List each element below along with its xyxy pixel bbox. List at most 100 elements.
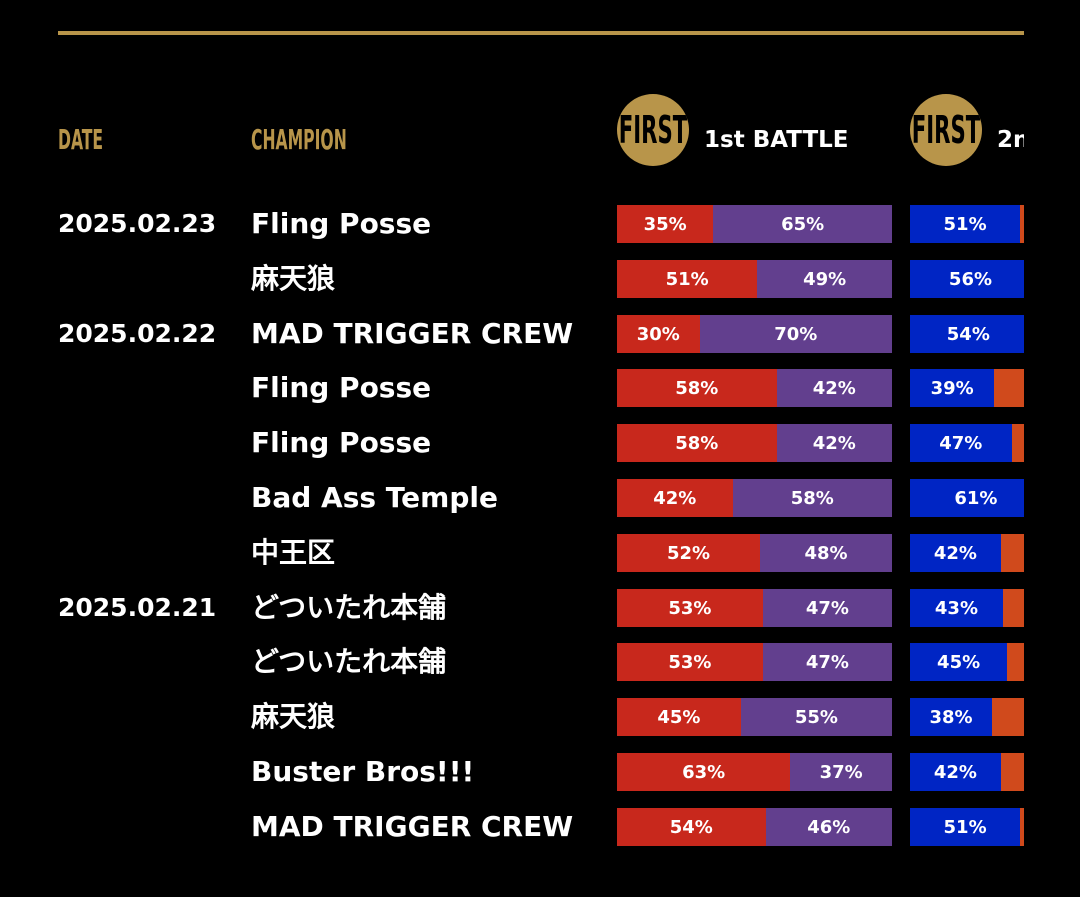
battle2-right-share [1000,753,1024,791]
table-row: 麻天狼 45% 55% 38% [0,698,1024,736]
battle1-vote-bar: 53% 47% [617,589,892,627]
battle1-left-share: 30% [617,315,700,353]
row-champion: Buster Bros!!! [251,755,475,788]
battle1-vote-bar: 58% 42% [617,424,892,462]
row-champion: MAD TRIGGER CREW [251,317,574,350]
battle1-right-share: 58% [732,479,892,517]
battle2-vote-bar: 51% [910,808,1024,846]
battle2-column-header: 2nd BATTLE [997,127,1024,153]
battle1-vote-bar: 30% 70% [617,315,892,353]
battle2-right-share [1020,808,1024,846]
battle1-left-share: 58% [617,424,777,462]
battle1-vote-bar: 54% 46% [617,808,892,846]
battle2-left-share: 54% [910,315,1024,353]
battle1-right-share: 37% [790,753,892,791]
battle1-left-share: 42% [617,479,733,517]
battle1-vote-bar: 51% 49% [617,260,892,298]
row-date: 2025.02.22 [58,319,217,348]
battle2-right-share [994,369,1024,407]
battle1-right-share: 55% [740,698,892,736]
table-row: 2025.02.22 MAD TRIGGER CREW 30% 70% 54% [0,315,1024,353]
battle2-vote-bar: 42% [910,534,1024,572]
table-row: Fling Posse 58% 42% 39% [0,369,1024,407]
table-row: Bad Ass Temple 42% 58% 61% [0,479,1024,517]
battle2-left-share: 61% [910,479,1024,517]
battle1-left-share: 35% [617,205,714,243]
battle1-left-share: 58% [617,369,777,407]
row-champion: 麻天狼 [251,700,336,733]
battle2-vote-bar: 45% [910,643,1024,681]
row-champion: Fling Posse [251,371,432,404]
battle1-right-share: 70% [699,315,892,353]
battle1-badge-text: FIRST [618,108,688,152]
battle1-vote-bar: 52% 48% [617,534,892,572]
battle2-left-share: 56% [910,260,1024,298]
date-column-header: DATE [58,123,104,156]
battle1-left-share: 51% [617,260,758,298]
battle2-left-share: 47% [910,424,1012,462]
battle1-right-share: 49% [757,260,892,298]
battle1-left-share: 54% [617,808,766,846]
battle2-badge-text: FIRST [911,108,981,152]
battle2-vote-bar: 61% [910,479,1024,517]
table-row: 麻天狼 51% 49% 56% [0,260,1024,298]
battle2-vote-bar: 51% [910,205,1024,243]
battle2-badge-icon: FIRST [910,94,982,166]
battle1-right-share: 48% [760,534,892,572]
row-champion: どついたれ本舗 [251,591,447,624]
battle1-vote-bar: 35% 65% [617,205,892,243]
battle2-right-share [1011,424,1024,462]
row-champion: Fling Posse [251,207,432,240]
table-row: Fling Posse 58% 42% 47% [0,424,1024,462]
battle2-right-share [1007,643,1024,681]
battle2-vote-bar: 38% [910,698,1024,736]
battle1-right-share: 42% [776,369,892,407]
table-row: 2025.02.21 どついたれ本舗 53% 47% 43% [0,589,1024,627]
battle2-left-share: 39% [910,369,995,407]
table-row: Buster Bros!!! 63% 37% 42% [0,753,1024,791]
battle1-right-share: 46% [765,808,892,846]
battle1-column-header: 1st BATTLE [704,127,849,153]
row-champion: どついたれ本舗 [251,645,447,678]
battle2-vote-bar: 42% [910,753,1024,791]
battle2-left-share: 42% [910,753,1001,791]
battle1-badge-icon: FIRST [617,94,689,166]
battle2-left-share: 51% [910,808,1021,846]
battle1-left-share: 45% [617,698,741,736]
battle1-left-share: 53% [617,589,763,627]
row-date: 2025.02.21 [58,593,217,622]
battle1-left-share: 63% [617,753,791,791]
battle2-left-share: 51% [910,205,1021,243]
battle1-right-share: 47% [762,643,892,681]
table-row: MAD TRIGGER CREW 54% 46% 51% [0,808,1024,846]
champion-column-header: CHAMPION [251,123,347,156]
battle2-vote-bar: 54% [910,315,1024,353]
battle2-left-share: 38% [910,698,993,736]
battle1-left-share: 52% [617,534,760,572]
row-champion: Fling Posse [251,426,432,459]
battle1-vote-bar: 42% 58% [617,479,892,517]
row-champion: MAD TRIGGER CREW [251,810,574,843]
results-table: DATE CHAMPION FIRST 1st BATTLE FIRST 2nd… [0,94,1024,846]
battle1-vote-bar: 58% 42% [617,369,892,407]
row-champion: 中王区 [251,536,336,569]
battle2-right-share [1020,205,1024,243]
battle2-vote-bar: 47% [910,424,1024,462]
row-champion: 麻天狼 [251,262,336,295]
battle2-left-share: 45% [910,643,1008,681]
battle2-right-share [992,698,1024,736]
battle2-vote-bar: 56% [910,260,1024,298]
battle1-vote-bar: 63% 37% [617,753,892,791]
battle1-right-share: 42% [776,424,892,462]
battle1-right-share: 47% [762,589,892,627]
battle2-right-share [1000,534,1024,572]
table-row: 中王区 52% 48% 42% [0,534,1024,572]
battle1-left-share: 53% [617,643,763,681]
battle2-vote-bar: 43% [910,589,1024,627]
battle1-vote-bar: 45% 55% [617,698,892,736]
battle2-vote-bar: 39% [910,369,1024,407]
battle2-left-share: 43% [910,589,1003,627]
row-champion: Bad Ass Temple [251,481,498,514]
battle1-vote-bar: 53% 47% [617,643,892,681]
battle2-right-share [1002,589,1024,627]
